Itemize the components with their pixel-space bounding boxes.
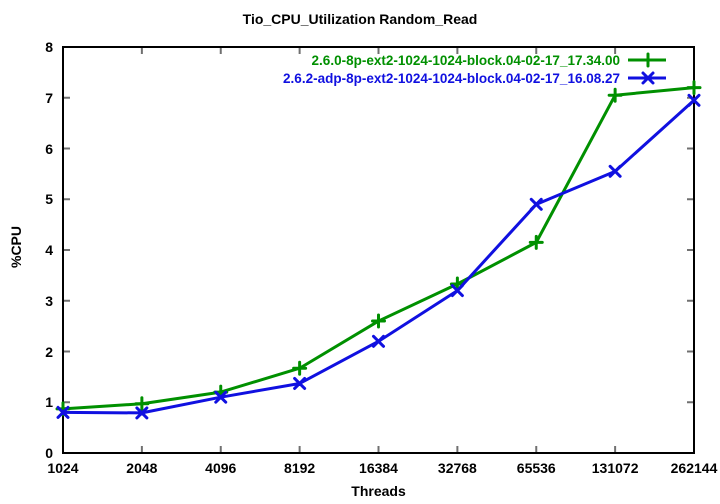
x-tick-label-1024: 1024 [47,460,79,476]
series-line-0 [61,86,696,411]
x-tick-label-131072: 131072 [591,460,639,476]
legend-sample-1 [628,71,666,85]
x-tick-label-262144: 262144 [670,460,718,476]
y-tick-label-2: 2 [45,343,53,360]
series-markers-1 [56,93,701,420]
y-tick-label-1: 1 [45,394,53,411]
legend-sample-marker [640,52,656,68]
y-tick-label-6: 6 [45,140,53,157]
y-tick-label-3: 3 [45,292,53,309]
x-tick-label-65536: 65536 [516,460,556,476]
y-tick-label-0: 0 [45,445,53,461]
series-line-1 [61,98,696,415]
y-tick-label-5: 5 [45,191,53,208]
y-tick-label-8: 8 [45,39,53,55]
axis-ticks [62,46,695,454]
legend-label-1: 2.6.2-adp-8p-ext2-1024-1024-block.04-02-… [283,70,620,86]
legend-label-0: 2.6.0-8p-ext2-1024-1024-block.04-02-17_1… [311,52,620,68]
chart-title: Tio_CPU_Utilization Random_Read [242,11,478,27]
x-tick-label-8192: 8192 [284,460,316,476]
legend-entry-0: 2.6.0-8p-ext2-1024-1024-block.04-02-17_1… [312,52,666,68]
x-tick-label-32768: 32768 [437,460,477,476]
x-axis-label: Threads [351,483,406,499]
legend-entry-1: 2.6.2-adp-8p-ext2-1024-1024-block.04-02-… [283,70,666,86]
y-tick-label-7: 7 [45,89,53,106]
x-tick-label-16384: 16384 [359,460,398,476]
legend: 2.6.0-8p-ext2-1024-1024-block.04-02-17_1… [283,52,666,86]
plot-border [62,46,695,454]
x-tick-label-2048: 2048 [126,460,158,476]
y-tick-label-4: 4 [45,242,53,258]
legend-sample-0 [628,52,666,68]
x-tick-label-4096: 4096 [205,460,237,476]
legend-sample-marker [641,71,655,85]
series-markers-0 [55,80,702,417]
